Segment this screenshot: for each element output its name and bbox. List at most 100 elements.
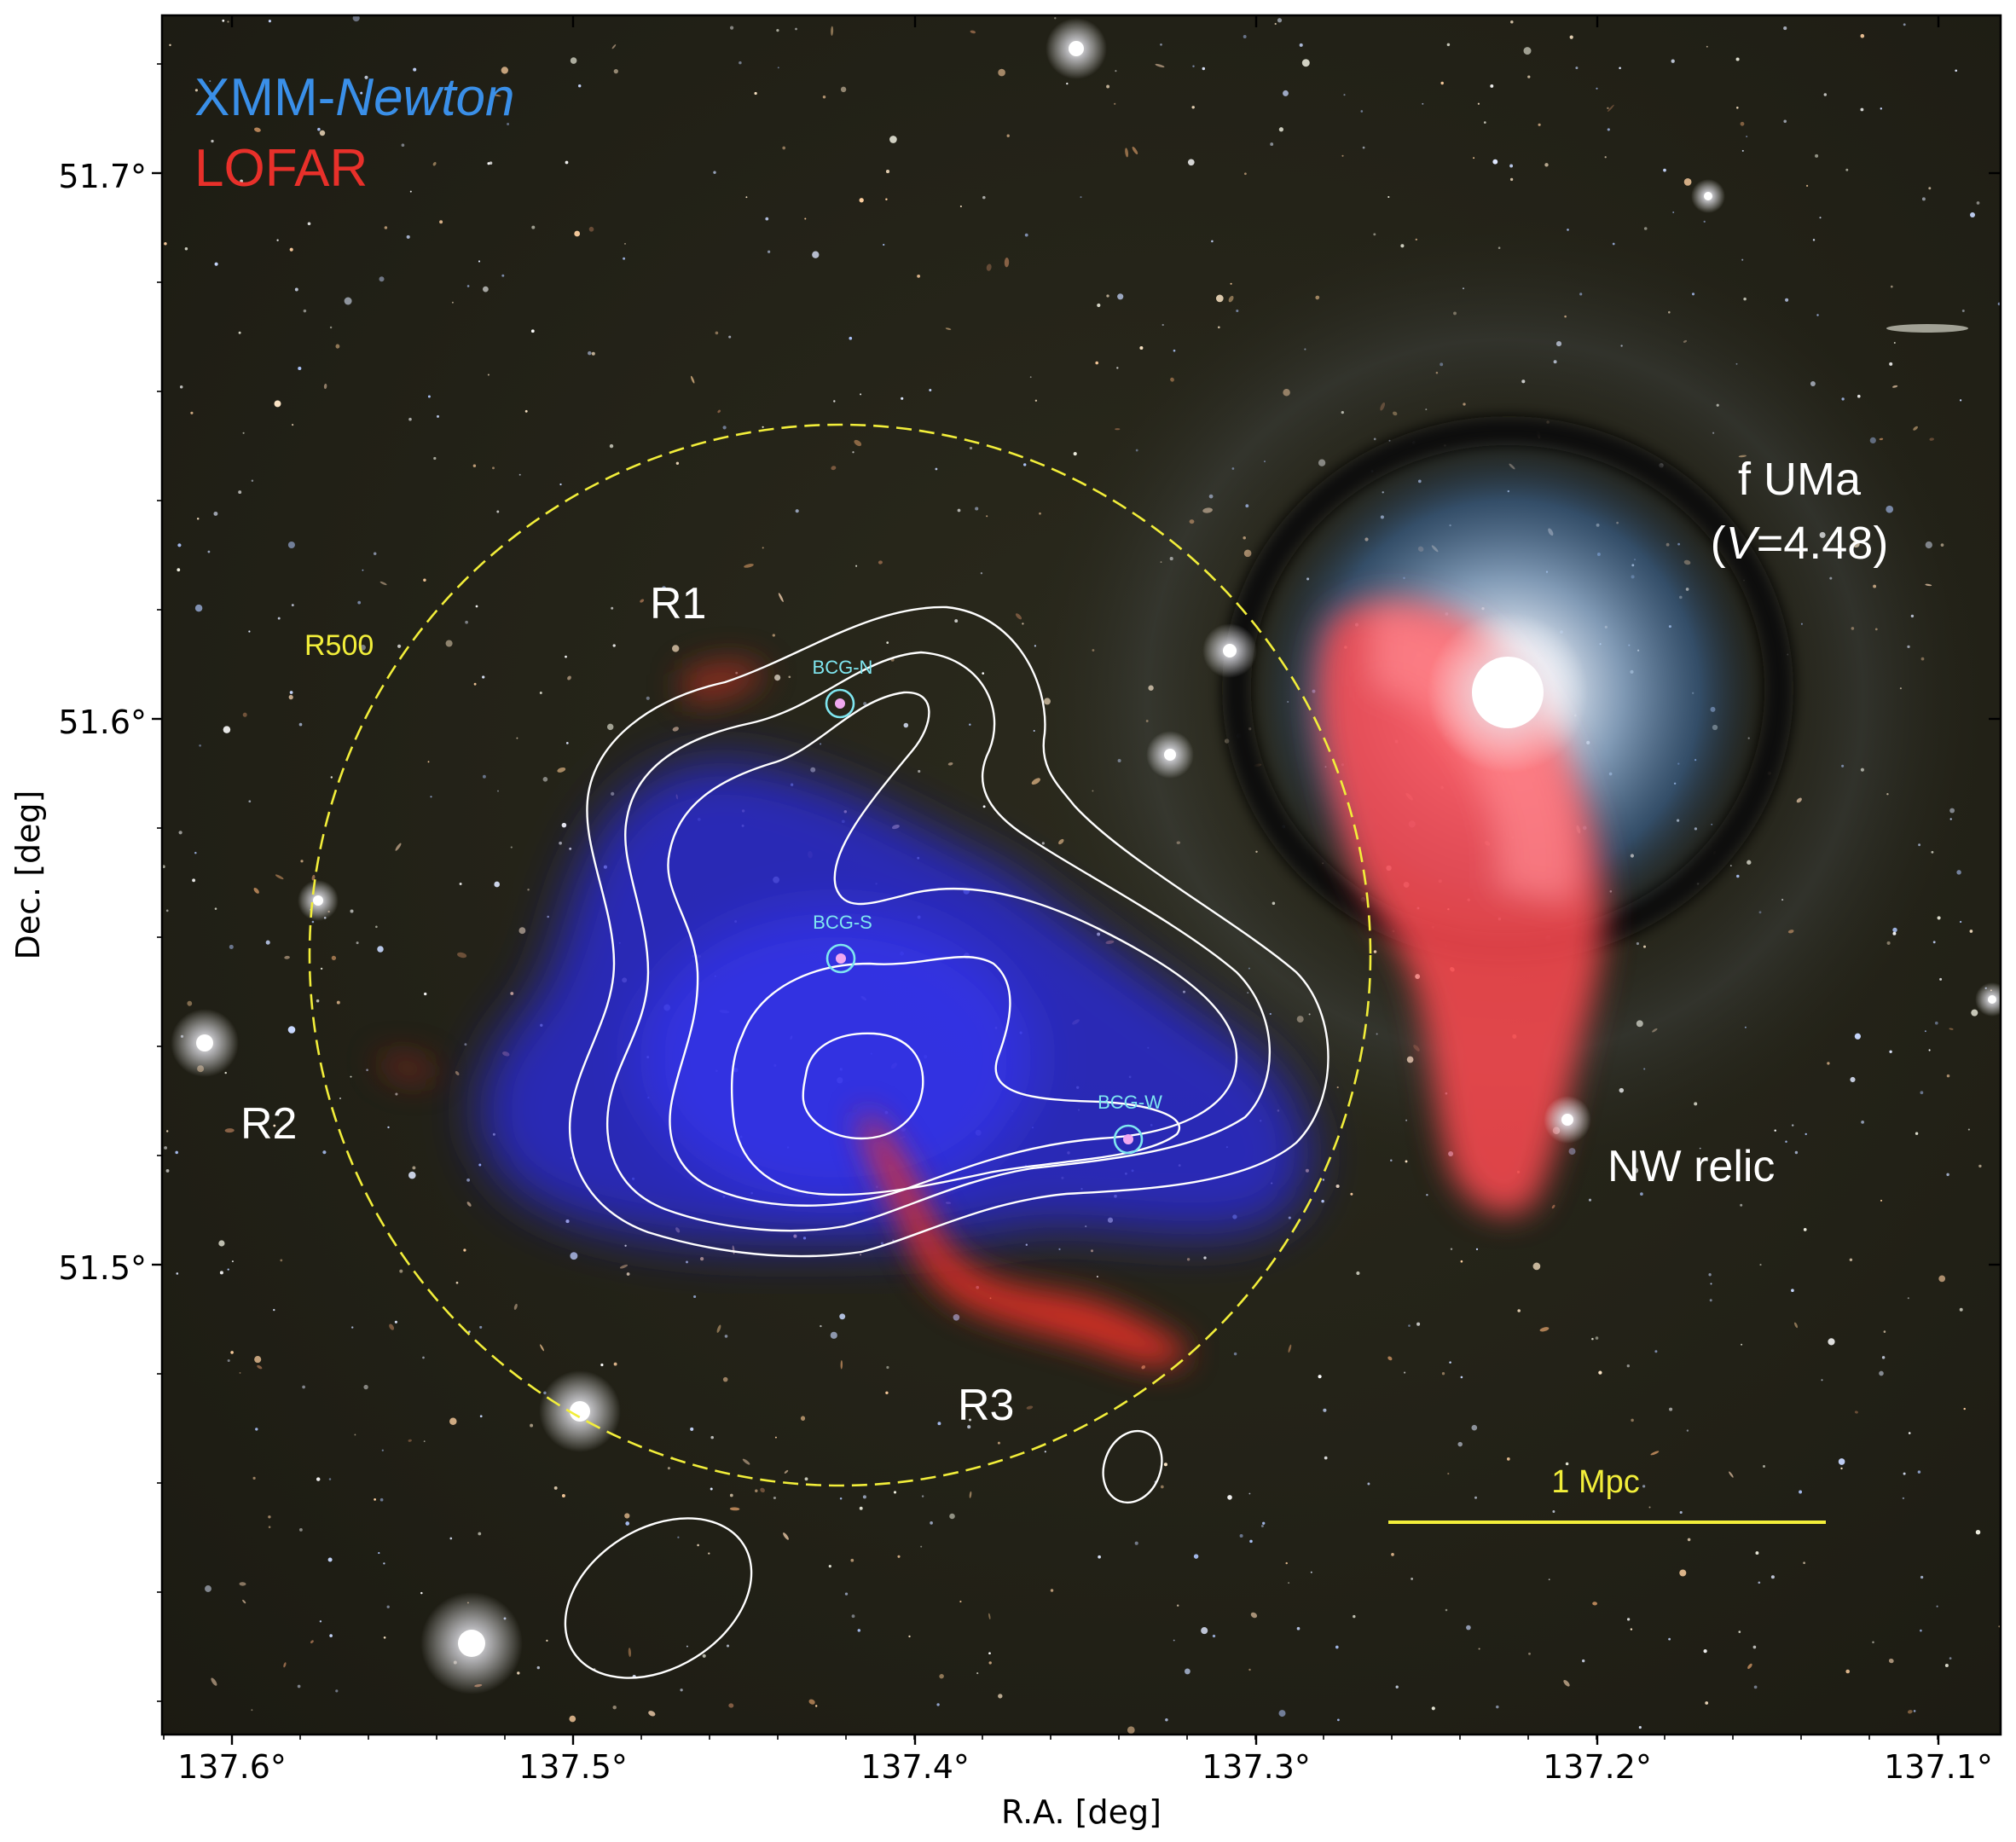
background-star [672,645,680,652]
background-star [294,287,298,292]
background-star [553,1486,558,1490]
background-star [487,162,490,165]
background-star [889,136,897,143]
background-star [1422,102,1424,105]
background-galaxy [878,560,883,565]
background-star [820,1324,822,1328]
background-galaxy [335,344,340,349]
background-galaxy [1854,1410,1858,1414]
background-star [1391,1553,1394,1556]
background-star [177,568,181,572]
background-star [449,1537,453,1540]
background-star [920,1545,923,1548]
background-star [626,1272,630,1276]
background-galaxy [187,1000,193,1006]
background-star [336,1000,340,1005]
background-star [772,634,775,637]
background-star [423,578,426,582]
background-galaxy [808,1699,815,1705]
background-star [255,1428,258,1431]
background-star [710,1487,713,1491]
background-star [859,198,864,203]
background-star [1753,1685,1758,1689]
background-star [1509,177,1514,182]
background-star [729,1493,733,1497]
background-galaxy [1551,1204,1555,1209]
background-star [1283,90,1289,96]
background-star [316,999,320,1003]
background-star [591,351,595,356]
background-galaxy [831,466,837,471]
background-star [344,297,352,305]
background-star [1270,142,1274,147]
background-star [1828,1338,1835,1346]
background-star [1946,1173,1949,1177]
background-star [1643,227,1648,230]
background-star [1805,184,1809,188]
r500-circle [308,423,1372,1487]
background-star [1356,1271,1360,1276]
background-galaxy [988,1613,991,1620]
contour-level-1 [568,605,1330,1258]
bcg-w-label: BCG-W [1098,1092,1162,1113]
background-star [812,251,820,258]
y-axis-label: Dec. [deg] [9,791,47,960]
background-star [1244,172,1247,176]
background-star [1946,1074,1950,1078]
background-star [1041,842,1045,845]
background-galaxy [513,1303,518,1310]
background-star [352,15,360,22]
background-galaxy [640,599,645,603]
background-star [561,1494,565,1497]
bcg-s-label: BCG-S [813,912,872,933]
background-star [936,1703,940,1706]
background-star [1860,33,1865,38]
background-star [375,925,378,929]
background-star [1095,361,1098,365]
background-star [360,91,363,95]
background-star [1230,282,1232,285]
background-star [1184,1668,1190,1675]
background-star [449,1417,457,1426]
background-galaxy [242,1599,246,1604]
background-star [1816,314,1819,316]
background-star [1373,233,1376,236]
background-star [1227,1495,1232,1500]
background-star [730,26,734,30]
background-star [839,1497,843,1500]
background-star [1815,154,1819,158]
star-magnitude-label: (V=4.48) [1711,518,1889,569]
background-galaxy [288,694,293,700]
background-star [1243,35,1247,38]
background-star [1301,59,1310,67]
background-star [1440,81,1444,85]
background-galaxy [283,1662,287,1668]
background-star [1642,1485,1646,1488]
background-star [1758,1581,1761,1584]
background-star [795,27,797,31]
background-star [530,329,535,333]
background-star [254,1356,262,1364]
background-star [897,1555,901,1558]
background-star [265,940,270,945]
background-star [1955,69,1958,72]
background-star [839,1313,846,1320]
background-star [224,1071,227,1074]
background-star [968,1418,972,1422]
background-star [570,57,577,64]
background-star [1096,1276,1098,1277]
background-star [302,1385,305,1389]
background-star [439,220,443,224]
background-star [1431,1706,1435,1711]
background-star [863,702,867,706]
background-galaxy [408,1439,412,1442]
background-star [483,286,489,293]
background-star [1239,1534,1243,1538]
background-star [1187,159,1195,166]
background-star [754,91,757,96]
background-star [1619,67,1621,70]
background-star [357,600,362,605]
background-star [1477,102,1480,105]
background-star [317,127,321,131]
background-star [1805,1132,1807,1136]
